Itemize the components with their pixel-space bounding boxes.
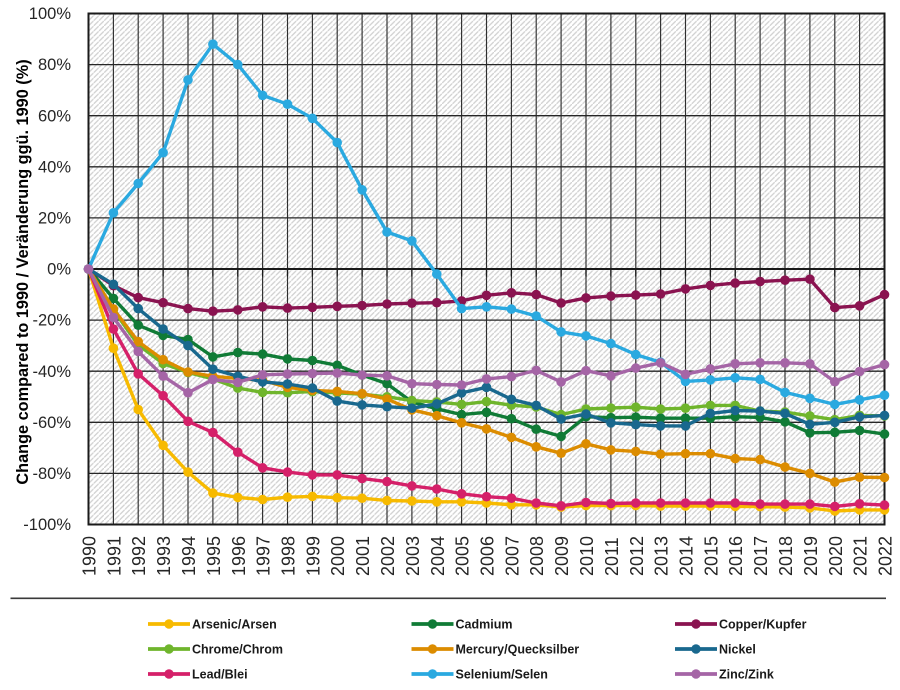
svg-text:1994: 1994 <box>179 536 199 576</box>
svg-text:1990: 1990 <box>80 536 100 576</box>
svg-text:1991: 1991 <box>104 536 124 576</box>
svg-text:Copper/Kupfer: Copper/Kupfer <box>719 618 807 632</box>
svg-text:2021: 2021 <box>851 536 871 576</box>
svg-text:2018: 2018 <box>776 536 796 576</box>
svg-text:1992: 1992 <box>129 536 149 576</box>
svg-text:0%: 0% <box>47 261 71 279</box>
svg-text:Chrome/Chrom: Chrome/Chrom <box>192 643 283 657</box>
svg-text:1998: 1998 <box>279 536 299 576</box>
svg-text:-40%: -40% <box>32 363 71 381</box>
svg-text:Nickel: Nickel <box>719 643 756 657</box>
svg-text:2000: 2000 <box>328 536 348 576</box>
svg-text:100%: 100% <box>29 5 72 23</box>
svg-text:40%: 40% <box>38 158 71 176</box>
svg-text:Lead/Blei: Lead/Blei <box>192 668 248 682</box>
svg-text:-60%: -60% <box>32 414 71 432</box>
svg-text:2020: 2020 <box>826 536 846 576</box>
svg-text:1996: 1996 <box>229 536 249 576</box>
svg-text:2008: 2008 <box>527 536 547 576</box>
svg-text:2001: 2001 <box>353 536 373 576</box>
svg-text:Mercury/Quecksilber: Mercury/Quecksilber <box>456 643 580 657</box>
svg-text:2016: 2016 <box>726 536 746 576</box>
svg-text:2007: 2007 <box>502 536 522 576</box>
svg-text:2012: 2012 <box>627 536 647 576</box>
svg-text:Change compared to 1990 / Verä: Change compared to 1990 / Veränderung gg… <box>14 59 32 484</box>
svg-text:1997: 1997 <box>254 536 274 576</box>
svg-text:2006: 2006 <box>478 536 498 576</box>
svg-text:2010: 2010 <box>577 536 597 576</box>
svg-text:2015: 2015 <box>701 536 721 576</box>
svg-text:2009: 2009 <box>552 536 572 576</box>
svg-text:2019: 2019 <box>801 536 821 576</box>
svg-text:1995: 1995 <box>204 536 224 576</box>
svg-text:Selenium/Selen: Selenium/Selen <box>456 668 548 682</box>
svg-text:2011: 2011 <box>602 537 622 576</box>
svg-text:2014: 2014 <box>677 536 697 576</box>
svg-text:-20%: -20% <box>32 312 71 330</box>
svg-text:2005: 2005 <box>453 536 473 576</box>
svg-text:60%: 60% <box>38 107 71 125</box>
svg-text:-80%: -80% <box>32 465 71 483</box>
svg-text:2004: 2004 <box>428 536 448 576</box>
svg-text:2003: 2003 <box>403 536 423 576</box>
svg-text:20%: 20% <box>38 210 71 228</box>
svg-text:Arsenic/Arsen: Arsenic/Arsen <box>192 618 277 632</box>
svg-text:2002: 2002 <box>378 536 398 576</box>
svg-text:Cadmium: Cadmium <box>456 618 513 632</box>
svg-text:1993: 1993 <box>154 536 174 576</box>
svg-text:2013: 2013 <box>652 536 672 576</box>
svg-text:1999: 1999 <box>303 536 323 576</box>
svg-text:2017: 2017 <box>751 536 771 576</box>
svg-text:2022: 2022 <box>876 536 896 576</box>
svg-text:80%: 80% <box>38 56 71 74</box>
svg-text:Zinc/Zink: Zinc/Zink <box>719 668 774 682</box>
svg-text:-100%: -100% <box>23 516 71 534</box>
